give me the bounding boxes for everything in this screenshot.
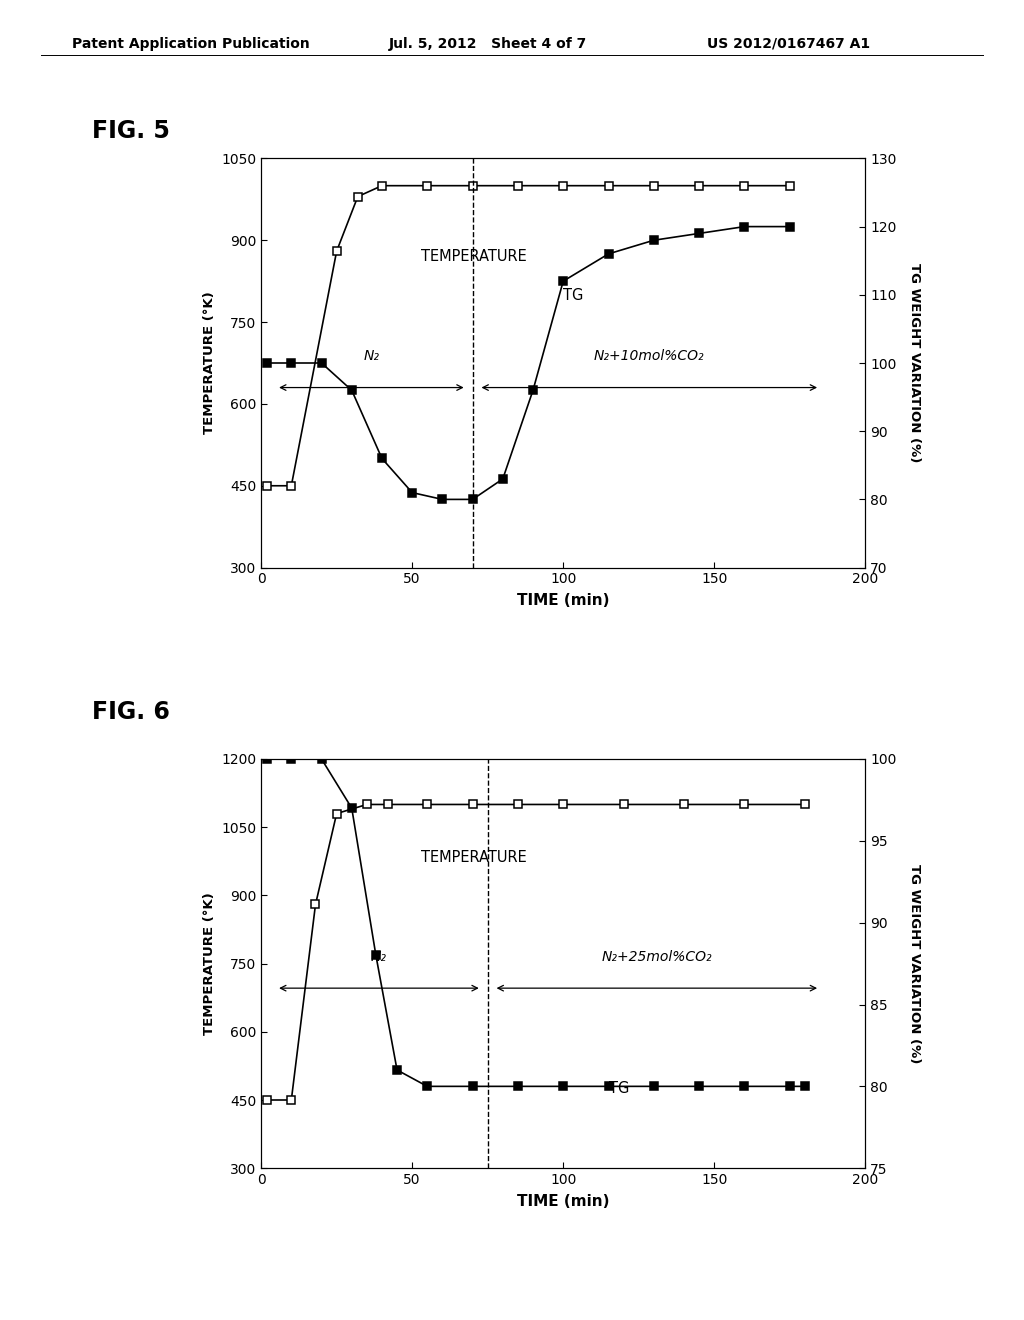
Text: N₂: N₂: [364, 348, 379, 363]
Text: Jul. 5, 2012   Sheet 4 of 7: Jul. 5, 2012 Sheet 4 of 7: [389, 37, 588, 51]
Text: TEMPERATURE: TEMPERATURE: [421, 249, 527, 264]
Text: FIG. 6: FIG. 6: [92, 700, 170, 723]
Y-axis label: TEMPERATURE (°K): TEMPERATURE (°K): [203, 892, 216, 1035]
Text: FIG. 5: FIG. 5: [92, 119, 170, 143]
Text: US 2012/0167467 A1: US 2012/0167467 A1: [707, 37, 869, 51]
Text: N₂+25mol%CO₂: N₂+25mol%CO₂: [601, 949, 712, 964]
Y-axis label: TEMPERATURE (°K): TEMPERATURE (°K): [203, 292, 216, 434]
Text: TEMPERATURE: TEMPERATURE: [421, 850, 527, 865]
Y-axis label: TG WEIGHT VARIATION (%): TG WEIGHT VARIATION (%): [907, 863, 921, 1064]
X-axis label: TIME (min): TIME (min): [517, 594, 609, 609]
Y-axis label: TG WEIGHT VARIATION (%): TG WEIGHT VARIATION (%): [907, 263, 921, 463]
Text: TG: TG: [563, 288, 584, 304]
Text: Patent Application Publication: Patent Application Publication: [72, 37, 309, 51]
X-axis label: TIME (min): TIME (min): [517, 1195, 609, 1209]
Text: N₂: N₂: [371, 949, 387, 964]
Text: N₂+10mol%CO₂: N₂+10mol%CO₂: [594, 348, 705, 363]
Text: TG: TG: [608, 1081, 629, 1096]
